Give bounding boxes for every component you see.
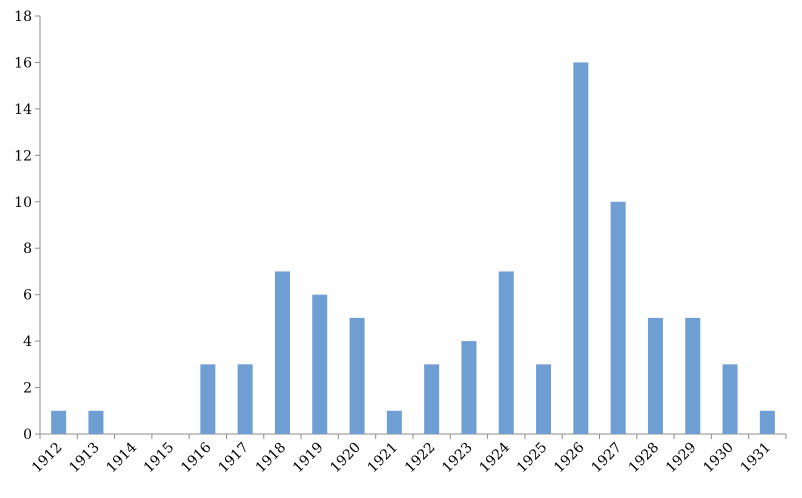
x-tick-label: 1925 bbox=[514, 440, 551, 477]
bar-1922 bbox=[424, 364, 440, 434]
x-tick-label: 1928 bbox=[626, 440, 663, 477]
x-tick-label: 1912 bbox=[29, 440, 66, 477]
x-tick-label: 1918 bbox=[253, 440, 290, 477]
x-tick-label: 1921 bbox=[365, 440, 402, 477]
bar-1912 bbox=[51, 410, 67, 434]
bar-1931 bbox=[759, 410, 775, 434]
x-tick-label: 1922 bbox=[402, 440, 439, 477]
bars bbox=[51, 62, 775, 434]
y-tick-label: 6 bbox=[23, 288, 32, 304]
y-axis: 0 2 4 6 8 10 12 14 16 18 bbox=[14, 9, 41, 443]
y-tick-label: 18 bbox=[14, 9, 32, 25]
x-tick-label: 1913 bbox=[66, 440, 103, 477]
y-tick-label: 10 bbox=[14, 195, 32, 211]
x-tick-label: 1923 bbox=[439, 440, 476, 477]
bar-1930 bbox=[722, 364, 738, 434]
y-tick-label: 14 bbox=[14, 102, 32, 118]
bar-1913 bbox=[88, 410, 104, 434]
x-tick-label: 1927 bbox=[588, 440, 625, 477]
x-tick-label: 1929 bbox=[663, 440, 700, 477]
x-tick-label: 1930 bbox=[700, 440, 737, 477]
y-tick-label: 2 bbox=[23, 381, 32, 397]
x-tick-label: 1931 bbox=[738, 440, 775, 477]
bar-1924 bbox=[498, 271, 514, 434]
x-tick-label: 1926 bbox=[551, 439, 588, 476]
bar-1927 bbox=[610, 201, 626, 434]
bar-1917 bbox=[237, 364, 253, 434]
bar-1921 bbox=[386, 410, 402, 434]
y-tick-label: 12 bbox=[14, 148, 32, 164]
bar-1928 bbox=[647, 317, 663, 434]
bar-1923 bbox=[461, 341, 477, 434]
y-tick-label: 16 bbox=[14, 55, 32, 71]
x-tick-label: 1924 bbox=[477, 439, 514, 476]
bar-1920 bbox=[349, 317, 365, 434]
y-tick-label: 4 bbox=[23, 334, 32, 350]
bar-1926 bbox=[573, 62, 589, 434]
y-tick-label: 0 bbox=[23, 427, 32, 443]
bar-1929 bbox=[685, 317, 701, 434]
bar-1919 bbox=[312, 294, 328, 434]
x-tick-label: 1915 bbox=[141, 440, 178, 477]
x-tick-label: 1914 bbox=[104, 439, 141, 476]
x-tick-label: 1916 bbox=[178, 439, 215, 476]
x-tick-label: 1920 bbox=[327, 440, 364, 477]
x-tick-label: 1917 bbox=[215, 440, 252, 477]
bar-1918 bbox=[274, 271, 290, 434]
bar-1925 bbox=[536, 364, 552, 434]
bar-1916 bbox=[200, 364, 216, 434]
x-axis: 1912 1913 1914 1915 1916 1917 1918 1919 1920 1921… bbox=[29, 433, 787, 477]
y-tick-label: 8 bbox=[23, 241, 32, 257]
x-tick-label: 1919 bbox=[290, 440, 327, 477]
